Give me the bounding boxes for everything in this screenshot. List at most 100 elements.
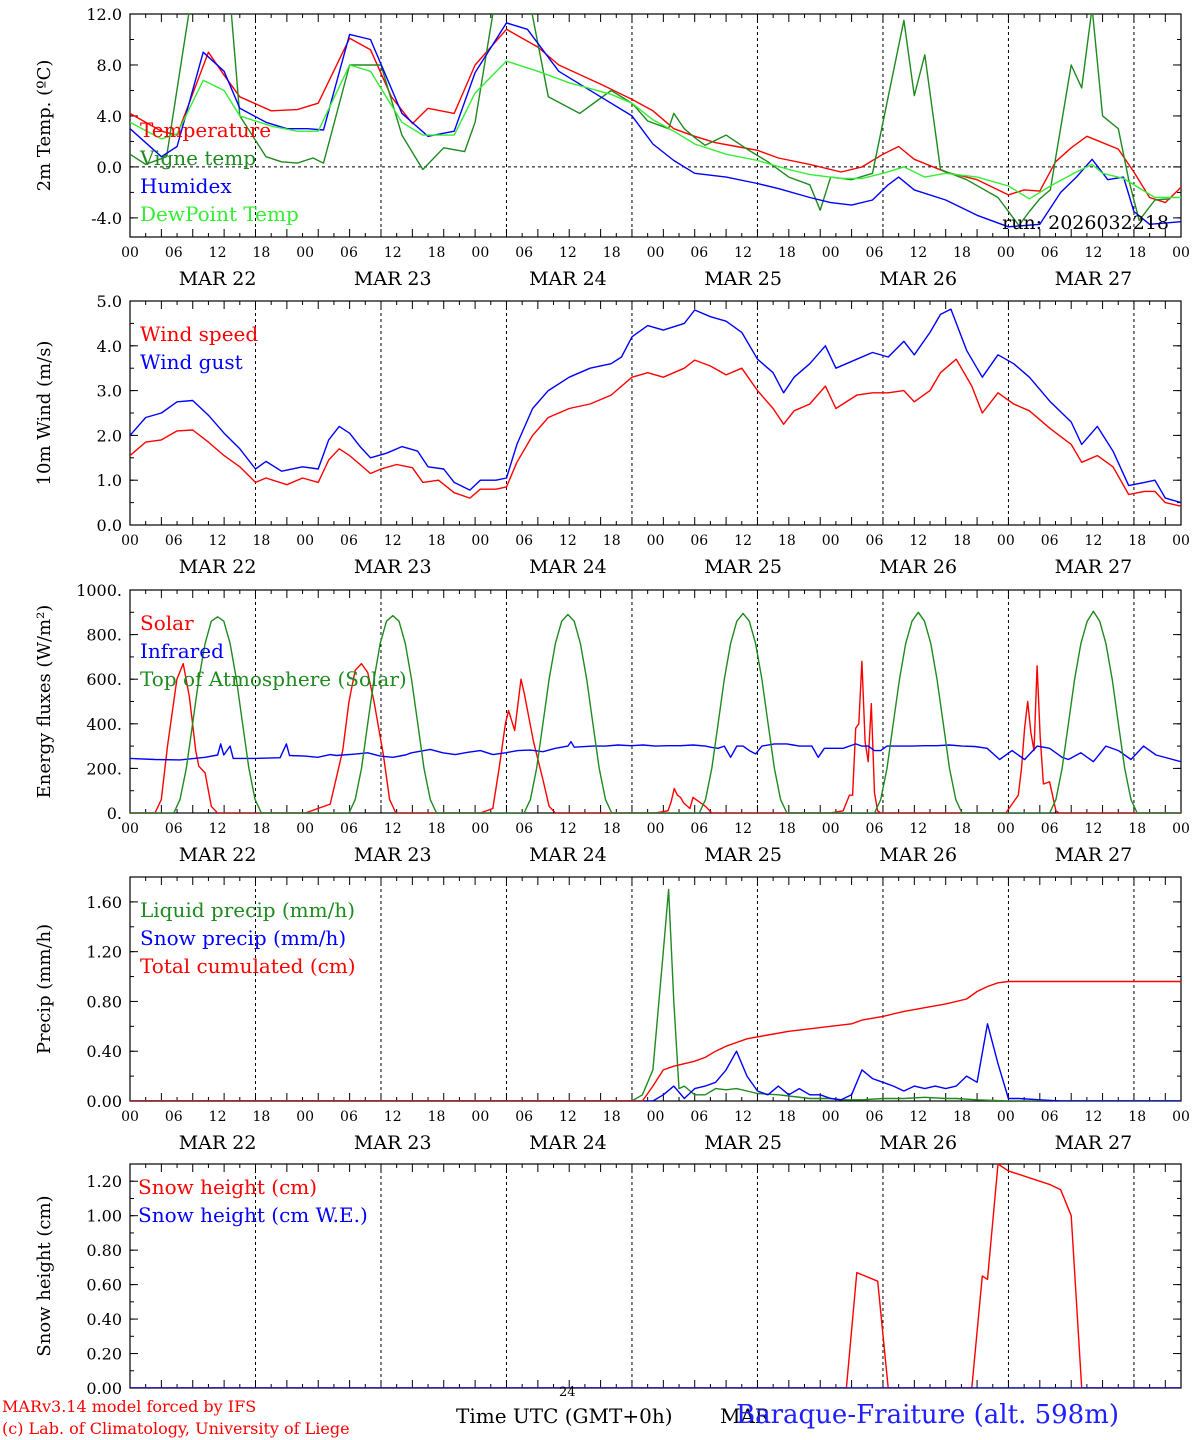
- y-tick-label: 0.40: [86, 1310, 122, 1329]
- panel-3: 00 06 12 18 00 06 12 18 00 06 12 18 00 06 12 18 00 06 12 18…: [34, 581, 1190, 866]
- x-tick-label: 18: [1128, 1109, 1146, 1125]
- legend-entry: Snow height (cm W.E.): [138, 1203, 368, 1227]
- legend-entry: Infrared: [140, 639, 224, 663]
- y-tick-label: 1.0: [97, 471, 122, 490]
- x-tick-label: 00: [471, 1109, 489, 1125]
- x-tick-label: 00: [121, 1109, 139, 1125]
- day-label: MAR 22: [179, 844, 257, 866]
- day-label: MAR 26: [879, 1132, 957, 1154]
- x-tick-label: 12: [384, 821, 402, 837]
- x-tick-label: 12: [384, 533, 402, 549]
- x-tick-label: 06: [165, 245, 183, 261]
- x-tick-label: 06: [340, 821, 358, 837]
- series-group: [130, 14, 1181, 228]
- y-tick-label: 0.60: [86, 1276, 122, 1295]
- x-tick-label: 18: [778, 1109, 796, 1125]
- y-tick-label: 8.0: [97, 56, 122, 75]
- y-tick-label: 0.00: [86, 1092, 122, 1111]
- series-line-1: [130, 28, 1181, 204]
- y-tick-label: 0.: [107, 804, 122, 823]
- day-label: MAR 23: [354, 268, 432, 290]
- day-label: MAR 22: [179, 1132, 257, 1154]
- credit-line-1: MARv3.14 model forced by IFS: [2, 1397, 257, 1416]
- y-tick-label: 3.0: [97, 382, 122, 401]
- x-tick-label: 12: [734, 821, 752, 837]
- x-tick-label: 18: [1128, 245, 1146, 261]
- legend-entry: DewPoint Temp: [140, 202, 299, 226]
- x-tick-label: 12: [734, 533, 752, 549]
- x-tick-label: 06: [1041, 245, 1059, 261]
- x-tick-label: 06: [690, 1109, 708, 1125]
- y-tick-label: 12.0: [86, 5, 122, 24]
- y-axis-label: Snow height (cm): [34, 1195, 55, 1356]
- y-tick-label: 1.00: [86, 1207, 122, 1226]
- day-label: MAR 24: [529, 556, 607, 578]
- credit-line-2: (c) Lab. of Climatology, University of L…: [2, 1419, 350, 1438]
- x-tick-label: 18: [428, 245, 446, 261]
- legend-entry: Wind speed: [140, 322, 258, 346]
- series-line-2: [130, 14, 1171, 227]
- x-tick-label: 06: [1041, 533, 1059, 549]
- x-tick-label: 00: [997, 533, 1015, 549]
- legend-entry: Snow height (cm): [138, 1175, 317, 1199]
- x-tick-label: 12: [384, 1109, 402, 1125]
- y-tick-label: 0.00: [86, 1379, 122, 1398]
- x-tick-label: 18: [428, 821, 446, 837]
- x-tick-label: 00: [296, 245, 314, 261]
- x-tick-label: 06: [515, 245, 533, 261]
- y-tick-label: 200.: [86, 759, 122, 778]
- series-group: [130, 1164, 1181, 1388]
- x-tick-label: 06: [340, 533, 358, 549]
- x-tick-label: 12: [734, 1109, 752, 1125]
- x-tick-label: 00: [1172, 1109, 1190, 1125]
- x-tick-label: 12: [209, 533, 227, 549]
- x-tick-label: 12: [1085, 821, 1103, 837]
- x-tick-label: 00: [471, 821, 489, 837]
- x-tick-label: 12: [209, 1109, 227, 1125]
- day-label: MAR 25: [704, 556, 782, 578]
- day-label: MAR 25: [704, 1132, 782, 1154]
- y-tick-label: 0.80: [86, 1241, 122, 1260]
- x-tick-label: 18: [603, 1109, 621, 1125]
- series-line-1: [130, 660, 1181, 813]
- x-tick-label: 12: [909, 533, 927, 549]
- x-tick-label: 06: [515, 1109, 533, 1125]
- legend-entry: Temperature: [140, 118, 271, 142]
- x-tick-label: 12: [909, 1109, 927, 1125]
- day-label: MAR 27: [1055, 556, 1133, 578]
- day-label: MAR 25: [704, 844, 782, 866]
- y-tick-label: 4.0: [97, 107, 122, 126]
- x-tick-label: 00: [822, 821, 840, 837]
- x-tick-label: 06: [866, 821, 884, 837]
- x-tick-label: 12: [559, 1109, 577, 1125]
- x-tick-label: 00: [997, 821, 1015, 837]
- legend-entry: Solar: [140, 611, 194, 635]
- x-tick-label: 18: [1128, 821, 1146, 837]
- x-tick-label: 18: [953, 821, 971, 837]
- x-tick-label: 18: [778, 533, 796, 549]
- panel-2: 00 06 12 18 00 06 12 18 00 06 12 18 00 06 12 18 00 06 12 18…: [34, 292, 1190, 578]
- x-tick-label: 00: [296, 1109, 314, 1125]
- day-label: MAR 27: [1055, 844, 1133, 866]
- y-tick-label: 5.0: [97, 292, 122, 311]
- x-tick-label: 18: [778, 821, 796, 837]
- day-label: MAR 26: [879, 556, 957, 578]
- day-label: MAR 26: [879, 844, 957, 866]
- x-tick-label: 18: [1128, 533, 1146, 549]
- day-label: MAR 27: [1055, 1132, 1133, 1154]
- x-tick-label: 18: [252, 533, 270, 549]
- x-tick-label: 12: [559, 533, 577, 549]
- x-tick-label: 06: [866, 533, 884, 549]
- plot-frame: [129, 300, 1182, 526]
- x-tick-label: 12: [909, 821, 927, 837]
- x-tick-label: 12: [559, 821, 577, 837]
- x-tick-label: 00: [647, 245, 665, 261]
- y-tick-label: -4.0: [91, 209, 122, 228]
- x-tick-label: 18: [603, 245, 621, 261]
- legend-entry: Total cumulated (cm): [140, 954, 356, 978]
- y-tick-label: 4.0: [97, 337, 122, 356]
- run-annotation: run: 2026032218: [1002, 212, 1169, 234]
- series-group: [130, 610, 1181, 813]
- x-tick-label: 12: [1085, 1109, 1103, 1125]
